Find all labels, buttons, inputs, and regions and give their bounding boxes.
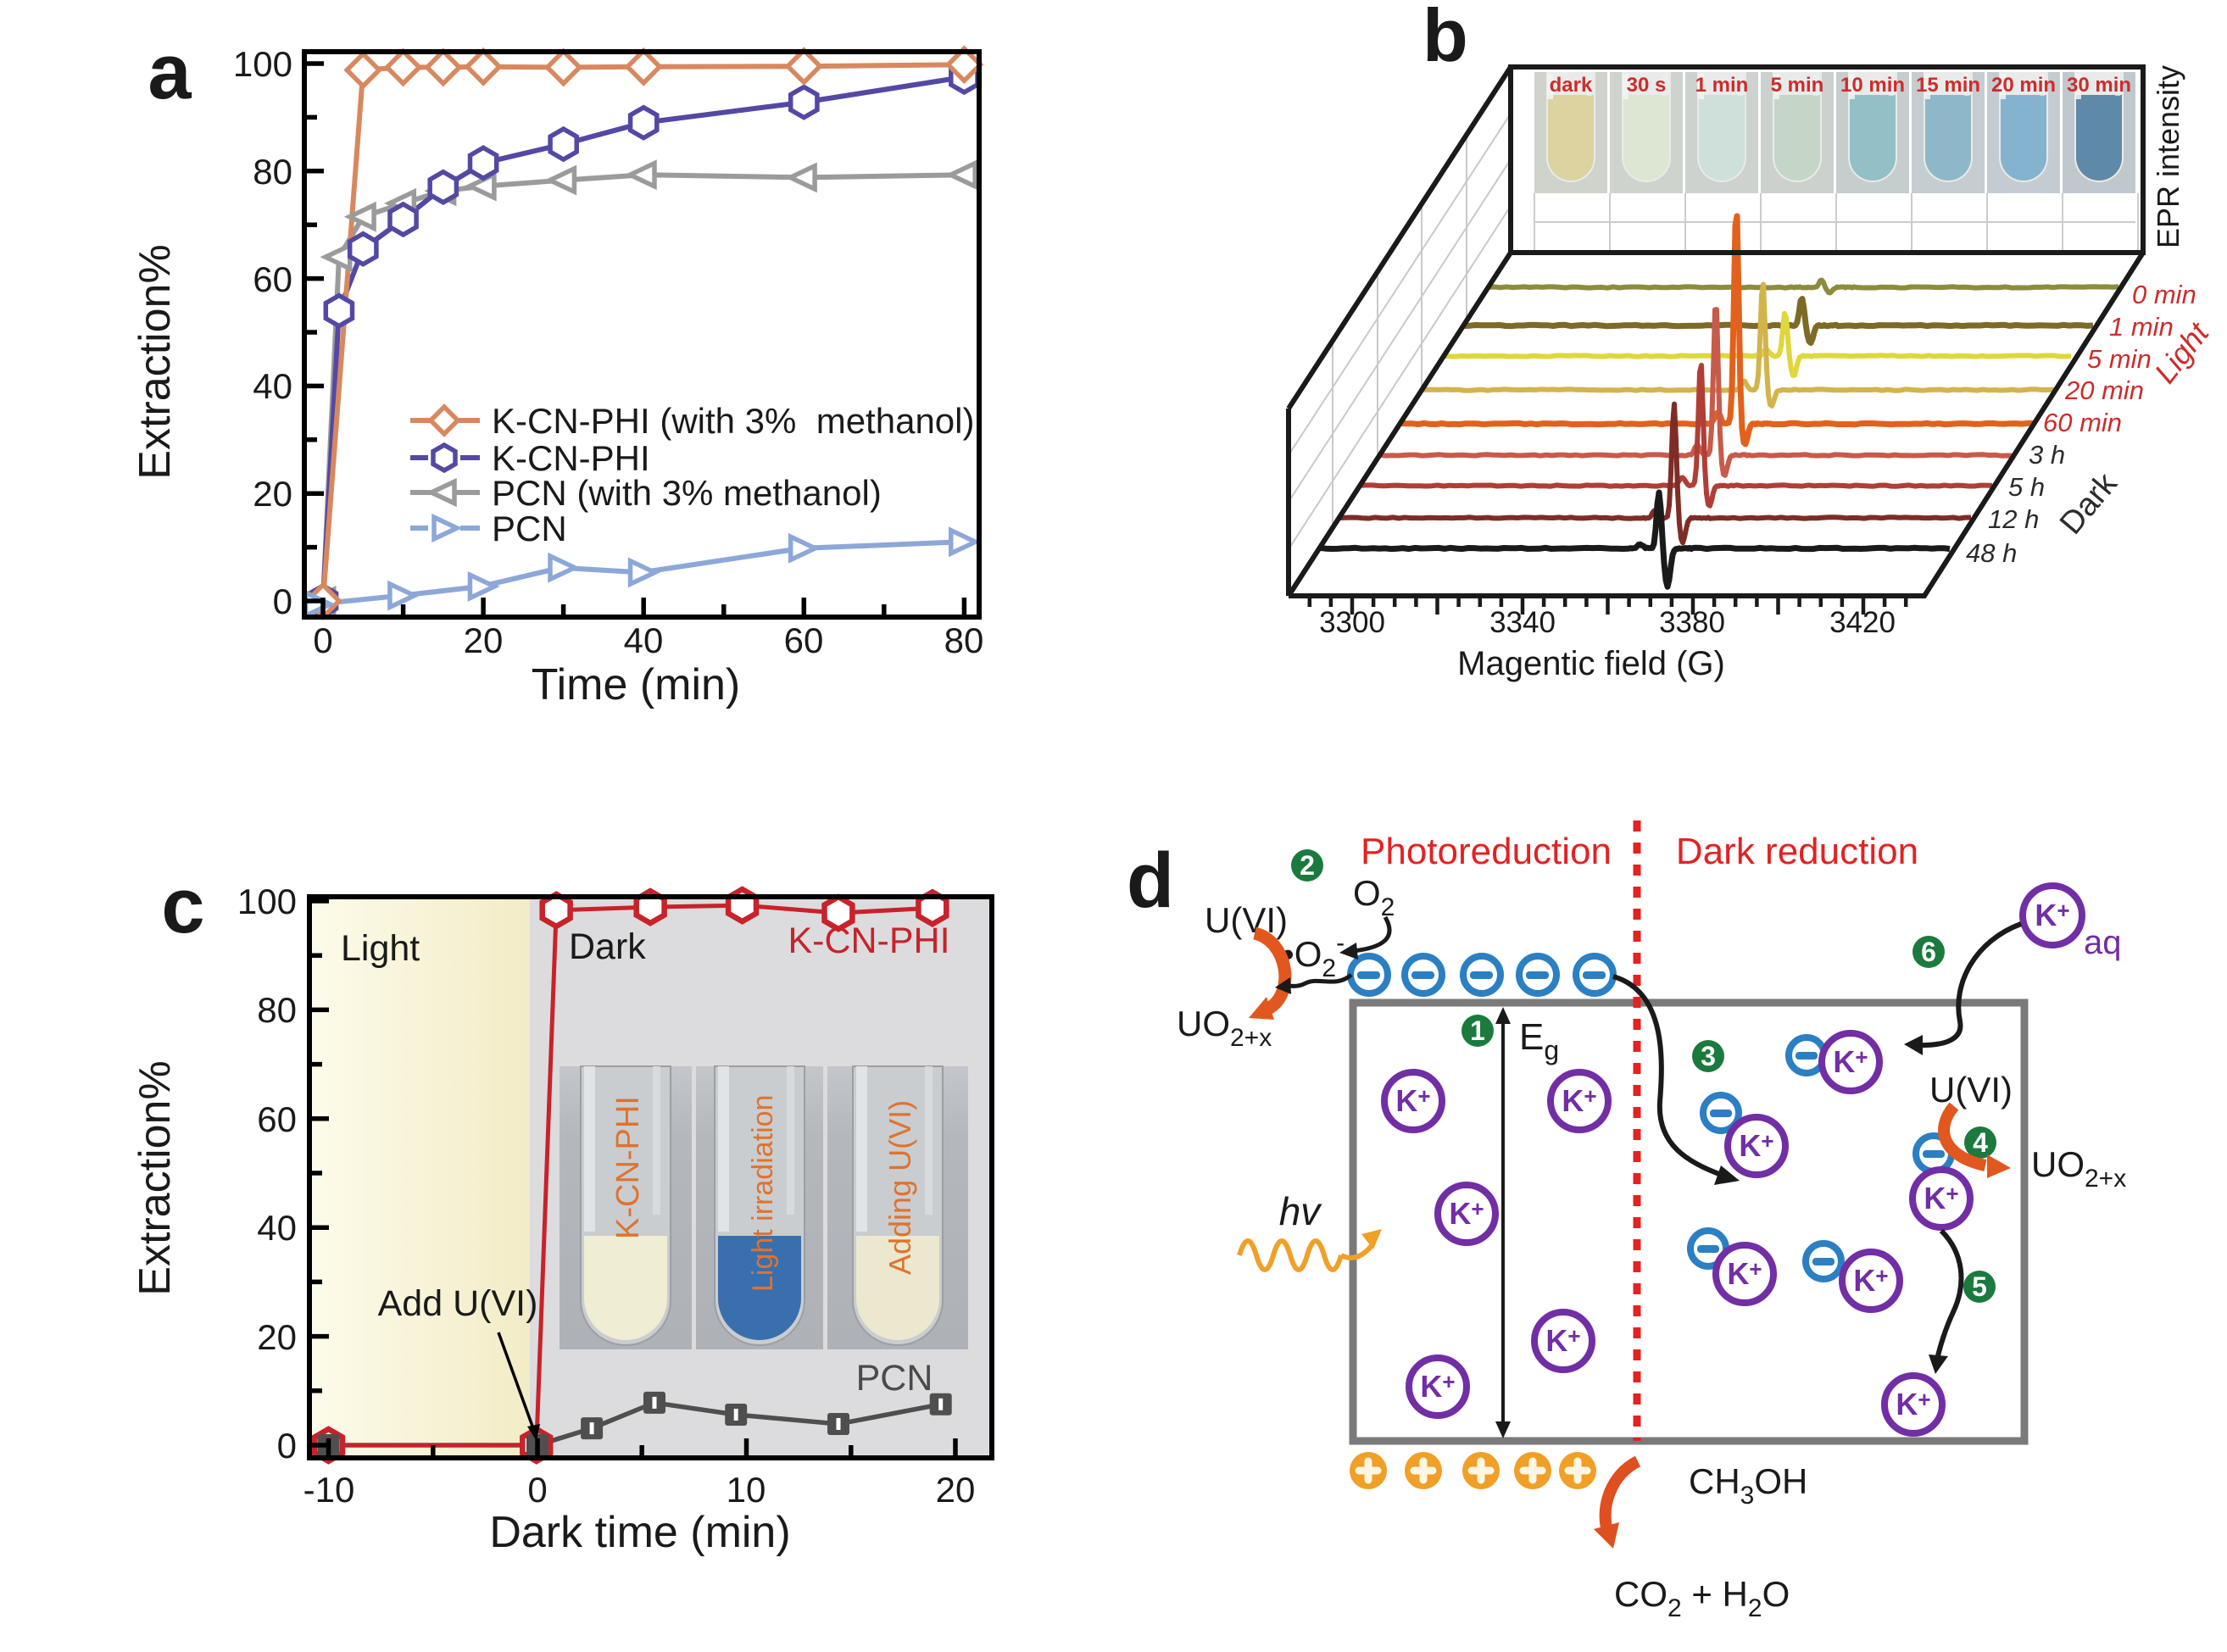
svg-text:aq: aq (2084, 924, 2122, 961)
svg-text:Extraction%: Extraction% (131, 1060, 180, 1295)
svg-text:Dark reduction: Dark reduction (1676, 831, 1918, 872)
svg-text:K-CN-PHI (with 3% methanol): K-CN-PHI (with 3% methanol) (492, 401, 974, 441)
svg-text:60: 60 (253, 259, 292, 299)
svg-text:Magentic field (G): Magentic field (G) (1457, 645, 1725, 682)
svg-text:Extraction%: Extraction% (131, 244, 180, 479)
svg-text:PCN (with 3% methanol): PCN (with 3% methanol) (492, 473, 882, 513)
svg-text:Time (min): Time (min) (532, 660, 741, 709)
svg-text:5 min: 5 min (2087, 344, 2152, 374)
svg-text:c: c (161, 863, 204, 949)
svg-text:3340: 3340 (1489, 606, 1556, 639)
svg-text:Adding U(VI): Adding U(VI) (882, 1100, 917, 1275)
svg-text:Dark time (min): Dark time (min) (489, 1508, 790, 1557)
svg-text:Dark: Dark (569, 926, 646, 967)
svg-text:5 h: 5 h (2008, 472, 2045, 502)
svg-text:K+: K+ (1395, 1083, 1430, 1118)
svg-text:1 min: 1 min (2109, 312, 2174, 342)
svg-text:0: 0 (313, 620, 332, 660)
svg-text:PCN: PCN (492, 509, 567, 548)
svg-text:80: 80 (257, 990, 297, 1030)
svg-text:20 min: 20 min (2064, 375, 2144, 405)
svg-text:Add U(VI): Add U(VI) (378, 1283, 538, 1324)
svg-text:K-CN-PHI: K-CN-PHI (610, 1096, 646, 1239)
svg-text:b: b (1422, 0, 1468, 77)
svg-text:1: 1 (1470, 1015, 1485, 1046)
svg-text:U(VI): U(VI) (1929, 1070, 2013, 1110)
svg-text:2: 2 (1300, 850, 1315, 881)
svg-text:1 min: 1 min (1695, 74, 1749, 97)
svg-text:5: 5 (1972, 1271, 1987, 1302)
svg-text:5 min: 5 min (1771, 74, 1824, 97)
svg-text:100: 100 (237, 882, 297, 921)
svg-text:3420: 3420 (1829, 606, 1896, 639)
svg-text:80: 80 (253, 152, 292, 192)
svg-text:20 min: 20 min (1991, 74, 2056, 97)
svg-text:U(VI): U(VI) (1205, 900, 1288, 940)
svg-text:0: 0 (273, 581, 292, 621)
svg-text:K-CN-PHI: K-CN-PHI (788, 921, 949, 961)
svg-text:10: 10 (727, 1470, 766, 1510)
svg-text:60 min: 60 min (2043, 408, 2122, 437)
svg-text:d: d (1127, 837, 1174, 924)
svg-text:4: 4 (1973, 1127, 1988, 1158)
svg-text:3380: 3380 (1659, 606, 1725, 639)
svg-text:K+: K+ (1833, 1044, 1868, 1079)
svg-text:20: 20 (253, 474, 292, 514)
svg-text:EPR intensity: EPR intensity (2151, 65, 2185, 248)
svg-text:30 min: 30 min (2067, 74, 2131, 97)
svg-text:40: 40 (257, 1208, 297, 1248)
svg-text:0: 0 (527, 1470, 547, 1510)
svg-text:hv: hv (1279, 1189, 1323, 1233)
svg-text:10 min: 10 min (1840, 74, 1905, 97)
svg-text:15 min: 15 min (1916, 74, 1980, 97)
svg-text:12 h: 12 h (1988, 504, 2039, 534)
svg-text:3300: 3300 (1319, 606, 1385, 639)
svg-text:48 h: 48 h (1966, 538, 2017, 568)
svg-text:80: 80 (944, 620, 984, 660)
svg-text:Light: Light (341, 928, 420, 969)
svg-text:40: 40 (253, 366, 292, 406)
svg-text:3 h: 3 h (2029, 440, 2065, 470)
svg-text:dark: dark (1550, 74, 1593, 97)
svg-text:3: 3 (1701, 1041, 1716, 1071)
svg-text:0 min: 0 min (2132, 280, 2196, 309)
svg-text:-10: -10 (303, 1470, 355, 1510)
svg-text:30 s: 30 s (1627, 74, 1667, 97)
svg-text:K-CN-PHI: K-CN-PHI (492, 438, 650, 478)
svg-text:40: 40 (624, 620, 664, 660)
svg-text:20: 20 (936, 1470, 976, 1510)
svg-text:6: 6 (1921, 937, 1936, 967)
svg-text:0: 0 (277, 1426, 297, 1466)
svg-text:a: a (148, 29, 192, 115)
svg-text:PCN: PCN (856, 1358, 933, 1399)
svg-text:60: 60 (257, 1099, 297, 1139)
svg-text:60: 60 (784, 620, 824, 660)
svg-text:20: 20 (464, 620, 504, 660)
svg-text:Light irradiation: Light irradiation (747, 1095, 779, 1292)
svg-text:100: 100 (233, 44, 292, 84)
svg-text:20: 20 (257, 1317, 297, 1357)
svg-text:Photoreduction: Photoreduction (1361, 831, 1612, 872)
svg-text:K+: K+ (1896, 1387, 1930, 1421)
